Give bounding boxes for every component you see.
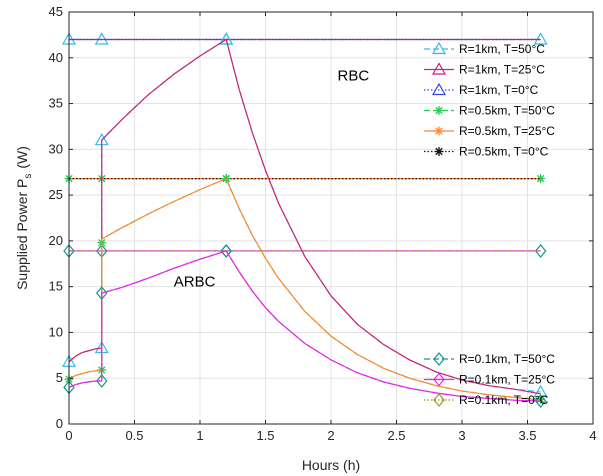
x-tick-label: 4 (589, 428, 596, 443)
x-tick-label: 2.5 (387, 428, 405, 443)
data-point-marker (220, 244, 232, 258)
legend-item: R=1km, T=0°C (424, 82, 539, 97)
marker-stroke (435, 127, 443, 135)
y-tick-label: 20 (49, 233, 63, 248)
annotation-rbc: RBC (338, 68, 370, 85)
legend-label: R=1km, T=50°C (459, 42, 545, 56)
y-axis-label-sub: s (23, 174, 34, 179)
x-tick-label: 1 (196, 428, 203, 443)
series-12 (68, 177, 541, 401)
series-10 (68, 38, 541, 395)
legend-label: R=1km, T=0°C (459, 83, 539, 97)
legend-swatch-marker (431, 62, 447, 75)
legend-swatch-marker (433, 352, 445, 366)
legend-label: R=0.1km, T=25°C (459, 373, 555, 387)
x-tick-label: 0.5 (125, 428, 143, 443)
y-tick-label: 5 (56, 370, 63, 385)
legend-upper: R=1km, T=50°C R=1km, T=25°C R=1km, T=0°C R=… (424, 41, 555, 159)
legend-label: R=0.1km, T=0°C (459, 393, 549, 407)
y-axis-label: Supplied Power Ps (W) (14, 146, 34, 290)
legend-label: R=0.5km, T=25°C (459, 124, 555, 138)
legend-item: R=0.5km, T=50°C (424, 104, 555, 118)
series-14 (68, 250, 541, 402)
legend-label: R=0.1km, T=50°C (459, 352, 555, 366)
legend-item: R=0.1km, T=25°C (424, 373, 555, 387)
legend-item: R=1km, T=25°C (424, 62, 545, 77)
y-tick-label: 25 (49, 187, 63, 202)
legend-lower: R=0.1km, T=50°C R=0.1km, T=25°C R=0.1km, T… (424, 352, 555, 407)
legend-swatch-marker (434, 147, 444, 156)
legend-swatch-marker (434, 126, 444, 136)
legend-swatch-marker (431, 41, 447, 55)
marker-stroke (435, 147, 443, 156)
x-tick-label: 1.5 (256, 428, 274, 443)
y-tick-label: 30 (49, 141, 63, 156)
y-axis-label-main: Supplied Power P (14, 179, 30, 290)
x-tick-label: 2 (327, 428, 334, 443)
x-tick-label: 0 (65, 428, 72, 443)
legend-swatch-marker (433, 372, 445, 387)
data-point-marker (94, 32, 109, 45)
data-point-marker (533, 32, 548, 45)
data-point-marker (219, 32, 234, 45)
series-line (68, 38, 541, 395)
y-tick-label: 40 (49, 50, 63, 65)
legend-item: R=0.5km, T=0°C (424, 145, 549, 159)
y-axis-label-unit: (W) (14, 146, 30, 169)
legend-label: R=0.5km, T=0°C (459, 145, 549, 159)
legend-item: R=1km, T=50°C (424, 41, 545, 56)
data-point-marker (534, 244, 547, 258)
legend-item: R=0.1km, T=0°C (424, 393, 549, 407)
legend-item: R=0.1km, T=50°C (424, 352, 555, 366)
y-tick-label: 10 (49, 324, 63, 339)
y-tick-label: 45 (49, 4, 63, 19)
series-line (68, 177, 541, 401)
y-tick-label: 15 (49, 279, 63, 294)
legend-item: R=0.5km, T=25°C (424, 124, 555, 138)
data-point-marker (95, 374, 108, 388)
y-tick-label: 0 (56, 416, 63, 431)
annotation-arbc: ARBC (174, 274, 216, 291)
y-tick-label: 35 (49, 96, 63, 111)
x-axis-label: Hours (h) (302, 457, 360, 473)
x-tick-label: 3 (458, 428, 465, 443)
series-line (68, 250, 541, 402)
legend-label: R=0.5km, T=50°C (459, 104, 555, 118)
legend-label: R=1km, T=25°C (459, 63, 545, 77)
legend-swatch-marker (434, 106, 444, 115)
data-point-marker (534, 394, 547, 409)
legend-swatch-marker (431, 82, 447, 96)
marker-stroke (435, 106, 443, 115)
legend-swatch-marker (433, 393, 445, 407)
x-tick-label: 3.5 (518, 428, 536, 443)
